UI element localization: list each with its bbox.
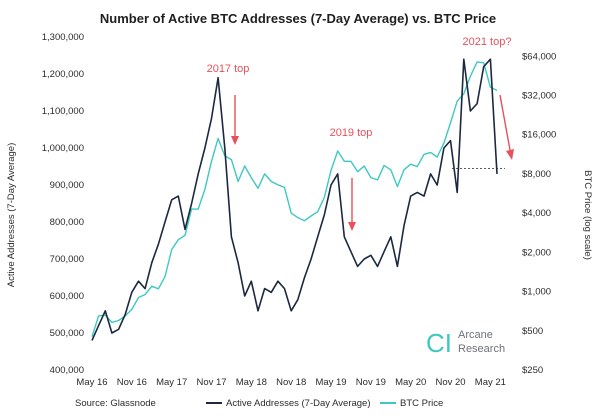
y-left-tick-label: 500,000	[50, 328, 84, 339]
y-left-tick-label: 1,300,000	[42, 32, 84, 43]
y-left-tick-label: 600,000	[50, 291, 84, 302]
y-right-tick-label: $2,000	[522, 247, 551, 258]
chart-title: Number of Active BTC Addresses (7-Day Av…	[100, 11, 496, 26]
x-tick-label: May 20	[395, 377, 426, 388]
x-tick-label: May 16	[76, 377, 107, 388]
y-right-tick-label: $500	[522, 326, 543, 337]
y-left-tick-label: 700,000	[50, 254, 84, 265]
y-axis-right-label: BTC Price (log scale)	[582, 170, 593, 260]
x-tick-label: Nov 20	[435, 377, 465, 388]
y-right-ticks: $250 $500 $1,000 $2,000 $4,000 $8,000 $16,000 $…	[522, 51, 556, 376]
legend-label-active-addresses: Active Addresses (7-Day Average)	[226, 398, 371, 409]
source-note: Source: Glassnode	[75, 398, 156, 409]
y-right-tick-label: $32,000	[522, 91, 556, 102]
brand-name-line2: Research	[458, 343, 505, 355]
x-tick-label: Nov 17	[196, 377, 226, 388]
series-layer	[91, 58, 498, 341]
y-right-tick-label: $4,000	[522, 208, 551, 219]
y-right-tick-label: $16,000	[522, 130, 556, 141]
y-left-ticks: 400,000 500,000 600,000 700,000 800,000 900,0…	[42, 32, 84, 376]
y-right-tick-label: $8,000	[522, 169, 551, 180]
annotation-2017-top: 2017 top	[207, 63, 250, 75]
x-tick-label: May 18	[236, 377, 267, 388]
arrow-2017-top	[231, 95, 239, 145]
x-tick-label: May 21	[475, 377, 506, 388]
annotation-2021-top: 2021 top?	[463, 36, 512, 48]
y-right-tick-label: $64,000	[522, 51, 556, 62]
legend: Active Addresses (7-Day Average) BTC Pri…	[206, 398, 443, 409]
arcane-logo-mark: CI	[426, 328, 452, 358]
x-tick-label: May 17	[156, 377, 187, 388]
x-tick-label: Nov 16	[117, 377, 147, 388]
x-tick-label: May 19	[315, 377, 346, 388]
arrow-2019-top	[348, 178, 356, 231]
y-left-tick-label: 800,000	[50, 217, 84, 228]
y-left-tick-label: 1,100,000	[42, 106, 84, 117]
y-right-tick-label: $1,000	[522, 287, 551, 298]
brand-name-line1: Arcane	[458, 329, 493, 341]
x-tick-label: Nov 18	[276, 377, 306, 388]
legend-label-btc-price: BTC Price	[400, 398, 443, 409]
y-left-tick-label: 1,200,000	[42, 69, 84, 80]
y-axis-left-label: Active Addresses (7-Day Average)	[6, 143, 17, 288]
arcane-research-logo: CI Arcane Research	[426, 328, 505, 358]
btc-price-line	[91, 61, 498, 337]
y-right-tick-label: $250	[522, 365, 543, 376]
active-addresses-line	[91, 58, 498, 341]
y-left-tick-label: 1,000,000	[42, 143, 84, 154]
y-left-tick-label: 900,000	[50, 180, 84, 191]
x-ticks: May 16 Nov 16 May 17 Nov 17 May 18 Nov 18 May …	[76, 377, 506, 388]
y-left-tick-label: 400,000	[50, 365, 84, 376]
x-tick-label: Nov 19	[356, 377, 386, 388]
arrow-2021-top	[499, 94, 514, 160]
annotation-2019-top: 2019 top	[330, 127, 373, 139]
